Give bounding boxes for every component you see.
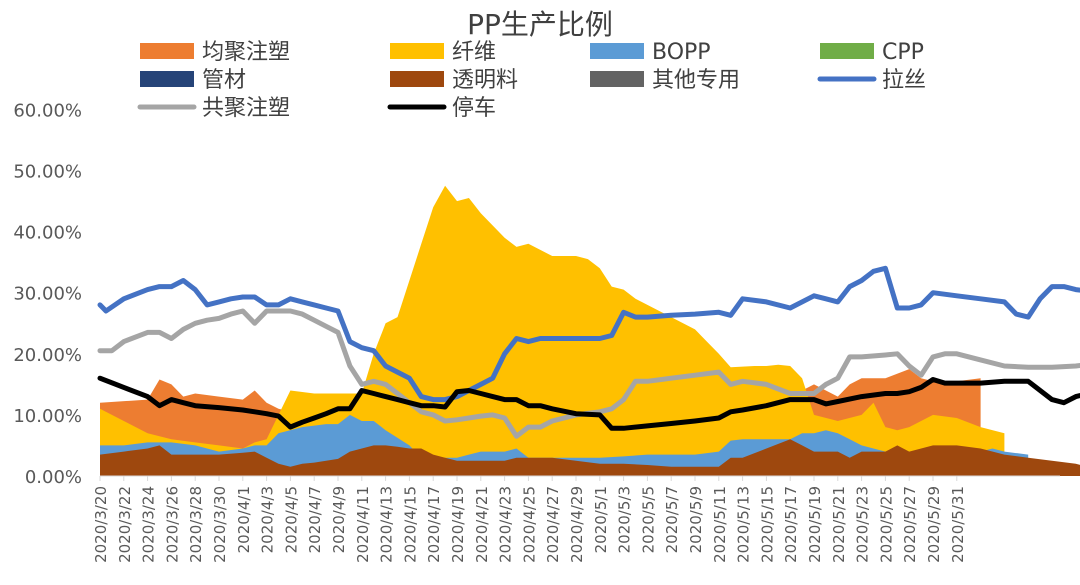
area-series-3 bbox=[100, 439, 1080, 476]
x-tick-label: 2020/5/11 bbox=[711, 486, 729, 563]
x-tick-label: 2020/3/24 bbox=[140, 486, 158, 563]
x-tick-label: 2020/5/25 bbox=[877, 486, 895, 563]
x-tick-label: 2020/4/9 bbox=[330, 486, 348, 553]
legend-label: 管材 bbox=[202, 68, 246, 93]
legend-label: 其他专用 bbox=[652, 68, 740, 93]
legend-swatch bbox=[820, 43, 874, 59]
x-tick-label: 2020/5/19 bbox=[806, 486, 824, 563]
x-tick-label: 2020/4/19 bbox=[449, 486, 467, 563]
x-tick-label: 2020/4/3 bbox=[259, 486, 277, 553]
x-tick-label: 2020/4/17 bbox=[425, 486, 443, 563]
y-tick-label: 50.00% bbox=[13, 162, 82, 183]
x-tick-label: 2020/5/1 bbox=[592, 486, 610, 553]
x-tick-label: 2020/5/3 bbox=[616, 486, 634, 553]
x-tick-label: 2020/4/5 bbox=[282, 486, 300, 553]
legend-label: 共聚注塑 bbox=[202, 96, 290, 121]
x-tick-label: 2020/5/21 bbox=[830, 486, 848, 563]
y-tick-label: 30.00% bbox=[13, 284, 82, 305]
legend-entry-5: 透明料 bbox=[390, 68, 518, 93]
x-tick-label: 2020/4/11 bbox=[354, 486, 372, 563]
legend-entry-8: 共聚注塑 bbox=[137, 96, 290, 121]
legend-label: 停车 bbox=[452, 96, 496, 121]
x-tick-label: 2020/3/22 bbox=[116, 486, 134, 563]
x-tick-label: 2020/3/28 bbox=[187, 486, 205, 563]
x-tick-label: 2020/4/13 bbox=[378, 486, 396, 563]
y-tick-label: 10.00% bbox=[13, 406, 82, 427]
x-tick-label: 2020/3/26 bbox=[163, 486, 181, 563]
x-tick-label: 2020/5/9 bbox=[687, 486, 705, 553]
y-tick-label: 40.00% bbox=[13, 223, 82, 244]
legend-label: 拉丝 bbox=[882, 68, 926, 93]
legend-label: BOPP bbox=[652, 40, 711, 65]
x-tick-label: 2020/5/27 bbox=[901, 486, 919, 563]
x-tick-label: 2020/4/7 bbox=[306, 486, 324, 553]
y-tick-label: 0.00% bbox=[25, 467, 82, 488]
legend-entry-6: 其他专用 bbox=[590, 68, 740, 93]
legend-label: CPP bbox=[882, 40, 924, 65]
x-tick-label: 2020/4/1 bbox=[235, 486, 253, 553]
y-axis: 0.00% 10.00% 20.00% 30.00% 40.00% 50.00% 60.00… bbox=[13, 100, 82, 488]
x-tick-label: 2020/5/29 bbox=[925, 486, 943, 563]
legend-entry-4: 管材 bbox=[140, 68, 246, 93]
y-tick-label: 60.00% bbox=[13, 100, 82, 121]
legend-entry-0: 均聚注塑 bbox=[140, 40, 290, 65]
legend-swatch bbox=[590, 71, 644, 87]
x-tick-label: 2020/4/23 bbox=[497, 486, 515, 563]
x-tick-label: 2020/5/5 bbox=[639, 486, 657, 553]
legend-swatch bbox=[390, 43, 444, 59]
line-series-layer bbox=[97, 265, 1080, 439]
x-tick-label: 2020/5/17 bbox=[782, 486, 800, 563]
legend-swatch bbox=[140, 43, 194, 59]
legend-swatch bbox=[590, 43, 644, 59]
x-tick-label: 2020/3/30 bbox=[211, 486, 229, 563]
line-series-1 bbox=[97, 308, 1080, 439]
line-series-0 bbox=[97, 265, 1080, 403]
y-tick-label: 20.00% bbox=[13, 345, 82, 366]
legend-label: 纤维 bbox=[452, 40, 496, 65]
legend-entry-7: 拉丝 bbox=[817, 68, 926, 93]
x-tick-label: 2020/5/15 bbox=[758, 486, 776, 563]
x-tick-label: 2020/5/23 bbox=[854, 486, 872, 563]
legend-label: 均聚注塑 bbox=[202, 40, 290, 65]
x-axis: 2020/3/20 2020/3/22 2020/3/24 2020/3/26 2020… bbox=[92, 475, 1060, 563]
x-tick-label: 2020/5/7 bbox=[663, 486, 681, 553]
x-tick-label: 2020/4/27 bbox=[544, 486, 562, 563]
x-tick-label: 2020/4/21 bbox=[473, 486, 491, 563]
legend-label: 透明料 bbox=[452, 68, 518, 93]
area-series-layer bbox=[100, 185, 1080, 477]
x-tick-label: 2020/5/13 bbox=[735, 486, 753, 563]
x-tick-label: 2020/3/20 bbox=[92, 486, 110, 563]
legend-entry-9: 停车 bbox=[387, 96, 496, 121]
legend-swatch bbox=[390, 71, 444, 87]
x-tick-label: 2020/4/25 bbox=[520, 486, 538, 563]
legend-entry-3: CPP bbox=[820, 40, 924, 65]
legend-entry-2: BOPP bbox=[590, 40, 711, 65]
legend-entry-1: 纤维 bbox=[390, 40, 496, 65]
line-series-2 bbox=[97, 375, 1080, 431]
legend-swatch bbox=[140, 71, 194, 87]
chart-title: PP生产比例 bbox=[467, 8, 613, 41]
x-tick-label: 2020/5/31 bbox=[949, 486, 967, 563]
x-tick-label: 2020/4/29 bbox=[568, 486, 586, 563]
x-tick-label: 2020/4/15 bbox=[401, 486, 419, 563]
